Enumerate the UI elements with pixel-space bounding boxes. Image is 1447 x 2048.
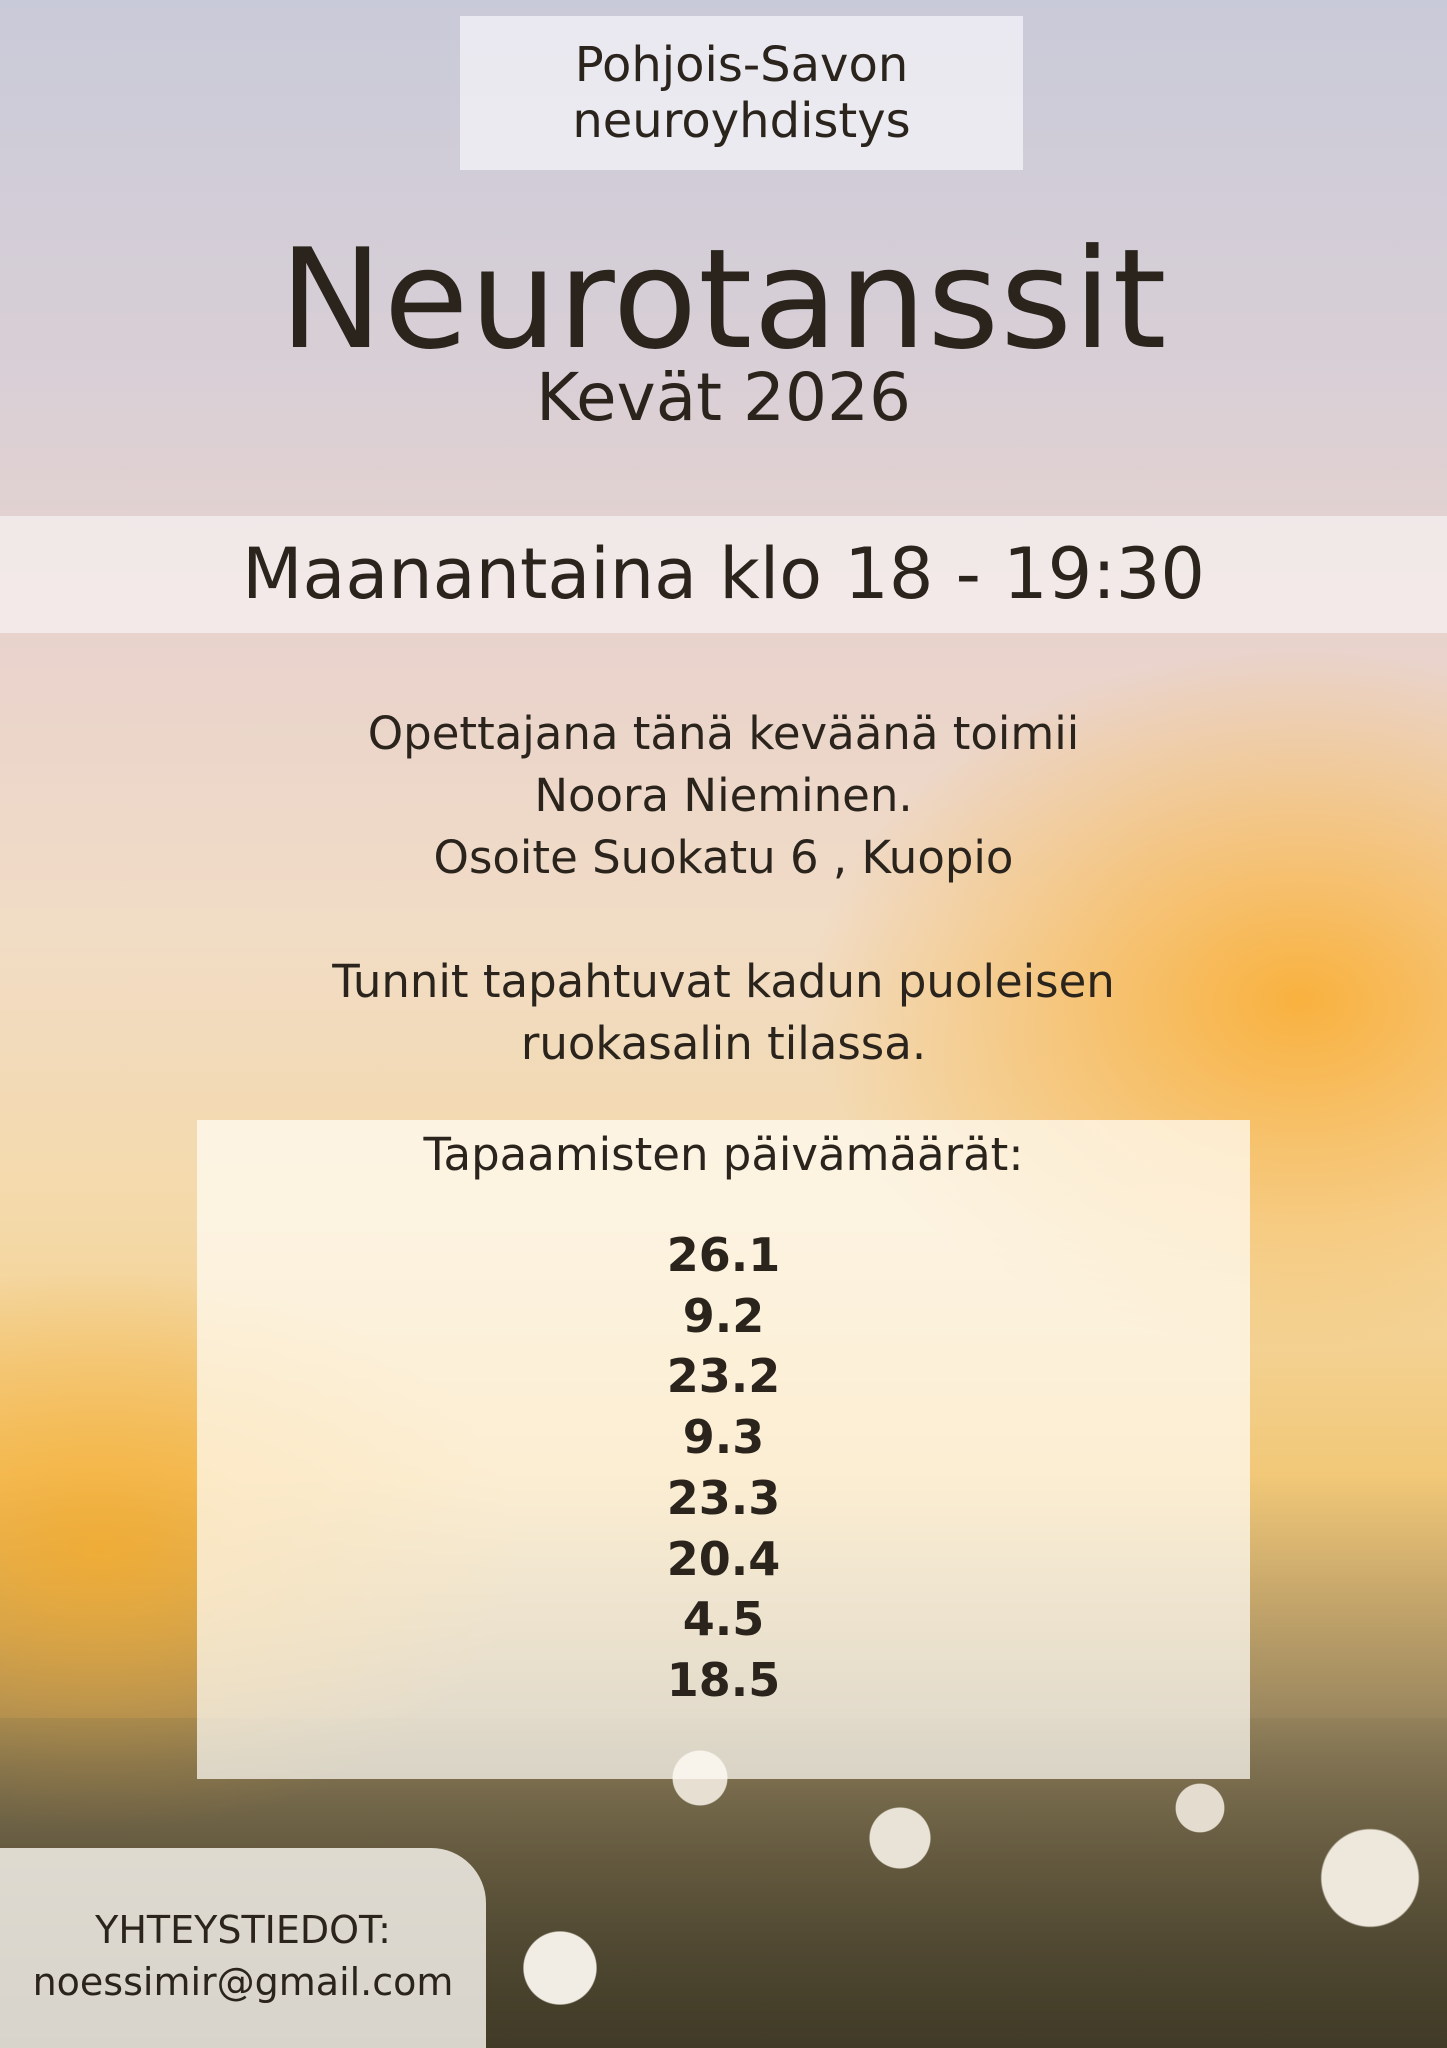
date-item: 4.5 (682, 1592, 765, 1647)
date-item: 20.4 (666, 1531, 781, 1586)
contact-label: YHTEYSTIEDOT: (95, 1908, 391, 1952)
schedule-band: Maanantaina klo 18 - 19:30 (0, 516, 1447, 633)
info-text: Opettajana tänä keväänä toimii Noora Nie… (0, 703, 1447, 1075)
dates-list: 26.1 9.2 23.2 9.3 23.3 20.4 4.5 18.5 (197, 1225, 1250, 1711)
date-item: 18.5 (666, 1652, 781, 1707)
date-item: 26.1 (666, 1228, 781, 1282)
poster-title: Neurotanssit (279, 219, 1168, 380)
dates-box: Tapaamisten päivämäärät: 26.1 9.2 23.2 9… (197, 1120, 1250, 1779)
date-item: 23.2 (666, 1349, 781, 1404)
date-item: 9.2 (682, 1288, 765, 1343)
contact-box: YHTEYSTIEDOT: noessimir@gmail.com (0, 1848, 486, 2048)
info-line: ruokasalin tilassa. (520, 1017, 927, 1070)
organization-box: Pohjois-Savon neuroyhdistys (460, 16, 1023, 170)
info-line: Osoite Suokatu 6 , Kuopio (433, 831, 1014, 884)
info-line: Noora Nieminen. (534, 769, 913, 822)
date-item: 23.3 (666, 1470, 781, 1525)
contact-email[interactable]: noessimir@gmail.com (32, 1960, 454, 2004)
organization-name-line1: Pohjois-Savon (574, 37, 909, 93)
organization-name-line2: neuroyhdistys (572, 93, 911, 149)
info-line: Tunnit tapahtuvat kadun puoleisen (332, 955, 1115, 1008)
date-item: 9.3 (682, 1410, 765, 1465)
poster-season: Kevät 2026 (536, 359, 911, 436)
info-line: Opettajana tänä keväänä toimii (367, 707, 1080, 760)
dates-heading: Tapaamisten päivämäärät: (423, 1128, 1024, 1181)
